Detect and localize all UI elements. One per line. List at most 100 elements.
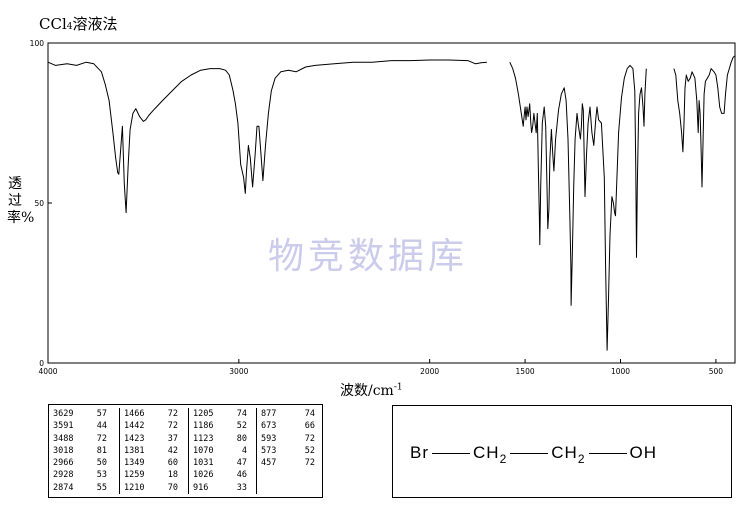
peak-row: 1026 46 (193, 469, 256, 481)
peak-wavenumber: 1026 (193, 470, 214, 481)
peak-transmittance: 72 (96, 433, 107, 444)
peak-row: 457 72 (261, 457, 322, 469)
peak-wavenumber: 1466 (124, 409, 145, 419)
peak-row: 3018 81 (53, 445, 119, 457)
spectrum-line (673, 55, 736, 188)
y-tick-label: 50 (34, 199, 44, 208)
atom-br: Br (410, 443, 429, 462)
atom-oh: OH (629, 443, 657, 462)
peak-wavenumber: 1031 (193, 458, 214, 469)
peak-row: 1210 70 (124, 482, 188, 494)
bond-2 (510, 452, 549, 454)
peak-row: 1259 18 (124, 469, 188, 481)
peak-wavenumber: 593 (261, 433, 277, 444)
peak-row: 1186 52 (193, 420, 256, 432)
peak-row: 593 72 (261, 433, 322, 445)
atom-ch2-b: CH2 (551, 443, 586, 466)
peak-column: 3629 57 3591 44 3488 72 3018 81 2966 50 2928 53 2874… (49, 408, 119, 494)
x-tick-label: 500 (709, 367, 724, 376)
peak-transmittance: 74 (304, 409, 315, 419)
x-tick-label: 1000 (611, 367, 630, 376)
x-tick-label: 2000 (420, 367, 439, 376)
ir-spectrum-chart: 4000 3000 2000 1500 1000 500 0 50 100 物竞数据库 (30, 39, 736, 376)
plot-area (47, 42, 736, 364)
peak-column: 1205 74 1186 52 1123 80 1070 4 1031 47 1026 46 916 33 (188, 408, 256, 494)
y-axis-label: 透过率% (7, 176, 35, 226)
peak-row: 2874 55 (53, 482, 119, 494)
watermark: 物竞数据库 (268, 236, 468, 277)
peak-transmittance: 46 (236, 470, 247, 481)
peak-row: 1423 37 (124, 433, 188, 445)
peak-wavenumber: 1349 (124, 458, 145, 469)
peak-wavenumber: 1070 (193, 445, 214, 456)
peak-wavenumber: 673 (261, 421, 277, 432)
peak-transmittance: 52 (304, 445, 315, 456)
peak-wavenumber: 3629 (53, 409, 74, 419)
peak-transmittance: 52 (236, 421, 247, 432)
peak-row: 1205 74 (193, 408, 256, 420)
peak-transmittance: 72 (167, 409, 178, 419)
bond-1 (432, 452, 470, 454)
structure-box (392, 405, 732, 498)
atom-ch2-a: CH2 (473, 443, 508, 466)
peak-row: 1349 60 (124, 457, 188, 469)
peak-row: 673 66 (261, 420, 322, 432)
peak-wavenumber: 2966 (53, 458, 74, 469)
peak-transmittance: 81 (96, 445, 107, 456)
peak-row: 1442 72 (124, 420, 188, 432)
peak-row: 3488 72 (53, 433, 119, 445)
bond-3 (588, 452, 627, 454)
peak-transmittance: 42 (167, 445, 178, 456)
peak-row: 877 74 (261, 408, 322, 420)
peak-row: 2966 50 (53, 457, 119, 469)
peak-wavenumber: 2928 (53, 470, 74, 481)
peak-transmittance: 66 (304, 421, 315, 432)
peak-row: 1381 42 (124, 445, 188, 457)
peak-transmittance: 57 (96, 409, 107, 419)
peak-wavenumber: 1205 (193, 409, 214, 419)
peak-wavenumber: 3018 (53, 445, 74, 456)
peak-wavenumber: 916 (193, 482, 209, 493)
chart-title: CCl4溶液法 (39, 15, 118, 33)
peak-transmittance: 50 (96, 458, 107, 469)
spectrum-line (47, 59, 487, 214)
peak-transmittance: 44 (96, 421, 107, 432)
peak-wavenumber: 1186 (193, 421, 214, 432)
peak-wavenumber: 457 (261, 458, 277, 469)
peak-row: 916 33 (193, 482, 256, 494)
peak-column: 1466 72 1442 72 1423 37 1381 42 1349 60 1259 18 1210… (119, 408, 188, 494)
peak-transmittance: 53 (96, 470, 107, 481)
plot-frame (47, 42, 736, 364)
peak-wavenumber: 1423 (124, 433, 145, 444)
peak-row: 3591 44 (53, 420, 119, 432)
peak-transmittance: 72 (304, 433, 315, 444)
peak-transmittance: 4 (241, 445, 247, 456)
peak-row: 1123 80 (193, 433, 256, 445)
peak-wavenumber: 1381 (124, 445, 145, 456)
peak-row: 1070 4 (193, 445, 256, 457)
peak-wavenumber: 1210 (124, 482, 145, 493)
peak-transmittance: 33 (236, 482, 247, 493)
spectrum-line (509, 61, 647, 351)
peak-transmittance: 18 (167, 470, 178, 481)
peak-wavenumber: 3591 (53, 421, 74, 432)
peak-transmittance: 55 (96, 482, 107, 493)
y-tick-label: 0 (39, 359, 44, 368)
peak-transmittance: 74 (236, 409, 247, 419)
peak-row: 2928 53 (53, 469, 119, 481)
axis-ticks: 4000 3000 2000 1500 1000 500 0 50 100 (30, 39, 724, 376)
peak-wavenumber: 1259 (124, 470, 145, 481)
peak-row: 1031 47 (193, 457, 256, 469)
x-tick-label: 4000 (38, 367, 57, 376)
x-axis-label: 波数/cm-1 (340, 382, 403, 399)
peak-wavenumber: 2874 (53, 482, 74, 493)
peak-wavenumber: 3488 (53, 433, 74, 444)
peak-wavenumber: 573 (261, 445, 277, 456)
peak-column: 877 74 673 66 593 72 573 52 457 72 (256, 408, 322, 494)
spectrum-series (47, 55, 736, 351)
x-tick-label: 3000 (229, 367, 248, 376)
peak-table: 3629 57 3591 44 3488 72 3018 81 2966 50 2928 53 2874… (48, 404, 323, 498)
peak-row: 1466 72 (124, 408, 188, 420)
structural-formula: Br CH2 CH2 OH (410, 443, 657, 466)
peak-wavenumber: 1123 (193, 433, 214, 444)
